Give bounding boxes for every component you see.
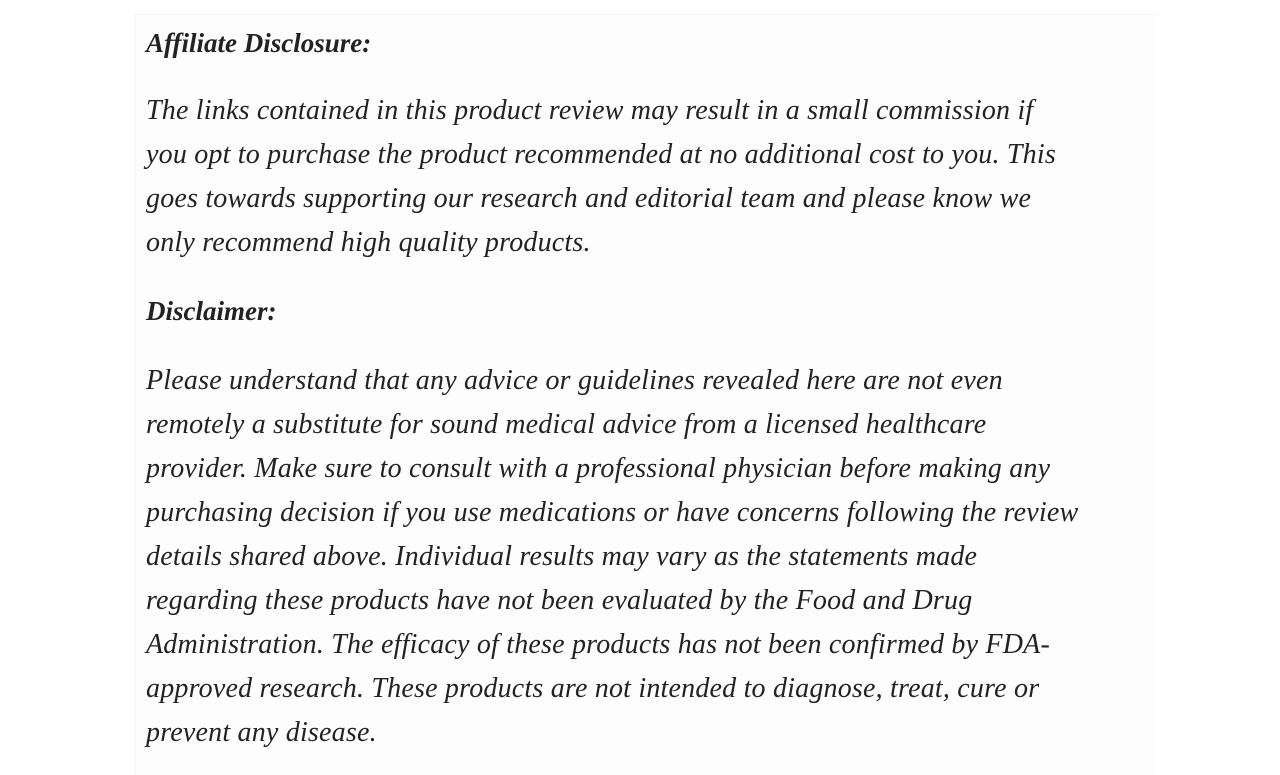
affiliate-disclosure-text: The links contained in this product revi… xyxy=(146,89,1056,265)
text-line: Administration. The efficacy of these pr… xyxy=(146,629,1050,660)
text-line: approved research. These products are no… xyxy=(146,673,1040,704)
affiliate-disclosure-heading: Affiliate Disclosure: xyxy=(146,28,372,58)
text-line: prevent any disease. xyxy=(146,717,377,748)
disclaimer-heading: Disclaimer: xyxy=(146,296,277,326)
text-line: goes towards supporting our research and… xyxy=(146,183,1032,214)
content-box xyxy=(135,14,1156,775)
text-line: only recommend high quality products. xyxy=(146,227,591,258)
text-line: Please understand that any advice or gui… xyxy=(146,365,1003,396)
text-line: you opt to purchase the product recommen… xyxy=(146,139,1056,170)
text-line: purchasing decision if you use medicatio… xyxy=(146,497,1079,528)
text-line: regarding these products have not been e… xyxy=(146,585,973,616)
text-line: provider. Make sure to consult with a pr… xyxy=(146,453,1051,484)
text-line: details shared above. Individual results… xyxy=(146,541,978,572)
disclaimer-text: Please understand that any advice or gui… xyxy=(146,359,1078,755)
text-line: The links contained in this product revi… xyxy=(146,95,1034,126)
text-line: remotely a substitute for sound medical … xyxy=(146,409,987,440)
